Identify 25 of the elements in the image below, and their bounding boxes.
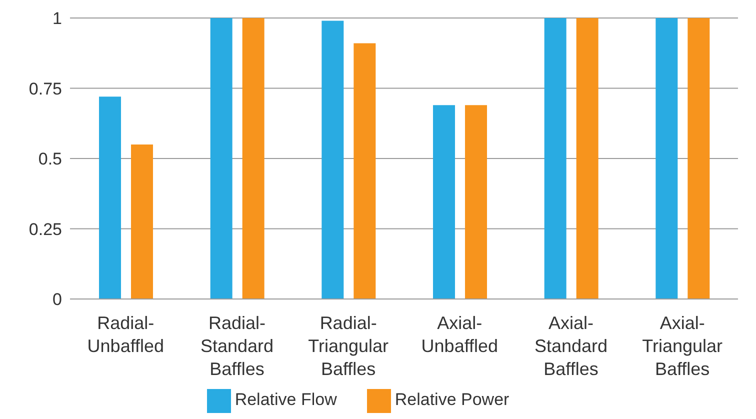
x-tick-label: Axial-Unbaffled bbox=[421, 313, 498, 356]
bar bbox=[433, 105, 455, 299]
x-tick-label: Radial-Standard Baffles bbox=[200, 313, 274, 379]
legend-label: Relative Flow bbox=[234, 390, 337, 410]
y-tick-label: 0.75 bbox=[28, 79, 62, 98]
bar bbox=[99, 96, 121, 299]
x-tick-label: Axial-Triangular Baffles bbox=[642, 313, 723, 379]
bar bbox=[242, 18, 264, 299]
y-tick-label: 0 bbox=[52, 290, 62, 310]
x-tick-label: Radial-Unbaffled bbox=[87, 313, 164, 356]
bar bbox=[322, 20, 344, 299]
y-tick-label: 0.25 bbox=[28, 220, 62, 239]
bar bbox=[544, 18, 566, 299]
y-tick-label: 0.5 bbox=[38, 150, 62, 169]
y-tick-label: 1 bbox=[52, 9, 62, 28]
x-tick-label: Radial-Triangular Baffles bbox=[308, 313, 389, 379]
x-tick-label: Axial-Standard Baffles bbox=[534, 313, 608, 379]
legend-label: Relative Power bbox=[394, 390, 510, 410]
bar bbox=[576, 18, 598, 299]
bar bbox=[656, 18, 678, 299]
bar bbox=[354, 43, 376, 299]
bar bbox=[210, 18, 232, 299]
bar bbox=[465, 105, 487, 299]
bar bbox=[688, 18, 710, 299]
bar bbox=[131, 144, 153, 299]
